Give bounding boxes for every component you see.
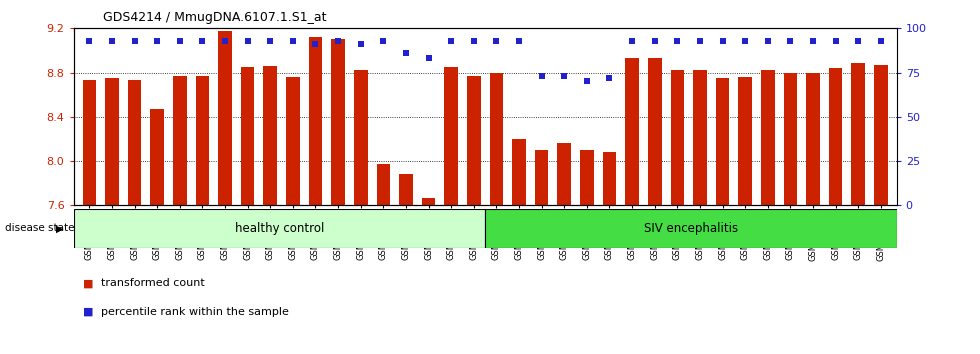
Bar bbox=[558, 143, 571, 205]
Point bbox=[602, 75, 617, 81]
Point bbox=[126, 38, 142, 44]
Point bbox=[195, 38, 211, 44]
Bar bbox=[603, 152, 616, 205]
Bar bbox=[670, 70, 684, 205]
Point bbox=[760, 38, 775, 44]
Point bbox=[489, 38, 505, 44]
Text: percentile rank within the sample: percentile rank within the sample bbox=[101, 307, 289, 316]
Point bbox=[240, 38, 256, 44]
Bar bbox=[74, 209, 485, 248]
Bar bbox=[580, 150, 594, 205]
Point bbox=[263, 38, 278, 44]
Bar bbox=[535, 150, 549, 205]
Bar bbox=[241, 67, 255, 205]
Bar bbox=[173, 76, 186, 205]
Point bbox=[624, 38, 640, 44]
Bar bbox=[264, 66, 277, 205]
Point bbox=[466, 38, 481, 44]
Bar bbox=[399, 175, 413, 205]
Point bbox=[81, 38, 97, 44]
Point bbox=[149, 38, 165, 44]
Bar bbox=[513, 139, 526, 205]
Point bbox=[308, 41, 323, 47]
Bar bbox=[150, 109, 164, 205]
Text: ▶: ▶ bbox=[56, 223, 64, 233]
Point bbox=[806, 38, 821, 44]
Bar bbox=[625, 58, 639, 205]
Bar bbox=[490, 73, 503, 205]
Bar bbox=[196, 76, 209, 205]
Point bbox=[828, 38, 844, 44]
Point bbox=[737, 38, 753, 44]
Text: healthy control: healthy control bbox=[234, 222, 324, 235]
Bar bbox=[331, 39, 345, 205]
Point bbox=[218, 38, 233, 44]
Point bbox=[557, 73, 572, 79]
Bar bbox=[852, 63, 865, 205]
Point bbox=[172, 38, 187, 44]
Bar bbox=[784, 73, 797, 205]
Bar bbox=[485, 209, 897, 248]
Text: transformed count: transformed count bbox=[101, 278, 205, 288]
Bar bbox=[761, 70, 774, 205]
Bar bbox=[444, 67, 458, 205]
Point bbox=[669, 38, 685, 44]
Bar bbox=[286, 77, 300, 205]
Point bbox=[104, 38, 120, 44]
Bar bbox=[219, 30, 232, 205]
Text: ■: ■ bbox=[83, 278, 94, 288]
Text: SIV encephalitis: SIV encephalitis bbox=[644, 222, 738, 235]
Point bbox=[647, 38, 662, 44]
Bar bbox=[738, 77, 752, 205]
Point bbox=[851, 38, 866, 44]
Point bbox=[783, 38, 799, 44]
Bar bbox=[421, 198, 435, 205]
Point bbox=[330, 38, 346, 44]
Point bbox=[375, 38, 391, 44]
Text: GDS4214 / MmugDNA.6107.1.S1_at: GDS4214 / MmugDNA.6107.1.S1_at bbox=[103, 11, 326, 24]
Bar bbox=[467, 76, 480, 205]
Bar bbox=[648, 58, 662, 205]
Point bbox=[714, 38, 730, 44]
Point bbox=[692, 38, 708, 44]
Point bbox=[353, 41, 368, 47]
Text: disease state: disease state bbox=[5, 223, 74, 233]
Point bbox=[512, 38, 527, 44]
Point bbox=[285, 38, 301, 44]
Point bbox=[420, 56, 436, 61]
Bar bbox=[874, 65, 888, 205]
Bar bbox=[376, 164, 390, 205]
Bar bbox=[807, 73, 820, 205]
Bar bbox=[715, 78, 729, 205]
Bar bbox=[82, 80, 96, 205]
Bar bbox=[693, 70, 707, 205]
Bar bbox=[127, 80, 141, 205]
Point bbox=[534, 73, 550, 79]
Point bbox=[398, 50, 414, 56]
Bar bbox=[829, 68, 843, 205]
Bar bbox=[354, 70, 368, 205]
Point bbox=[443, 38, 459, 44]
Bar bbox=[309, 37, 322, 205]
Bar bbox=[105, 78, 119, 205]
Text: ■: ■ bbox=[83, 307, 94, 316]
Point bbox=[873, 38, 889, 44]
Point bbox=[579, 79, 595, 84]
